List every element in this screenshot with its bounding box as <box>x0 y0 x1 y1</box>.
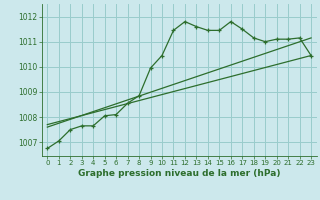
X-axis label: Graphe pression niveau de la mer (hPa): Graphe pression niveau de la mer (hPa) <box>78 169 280 178</box>
